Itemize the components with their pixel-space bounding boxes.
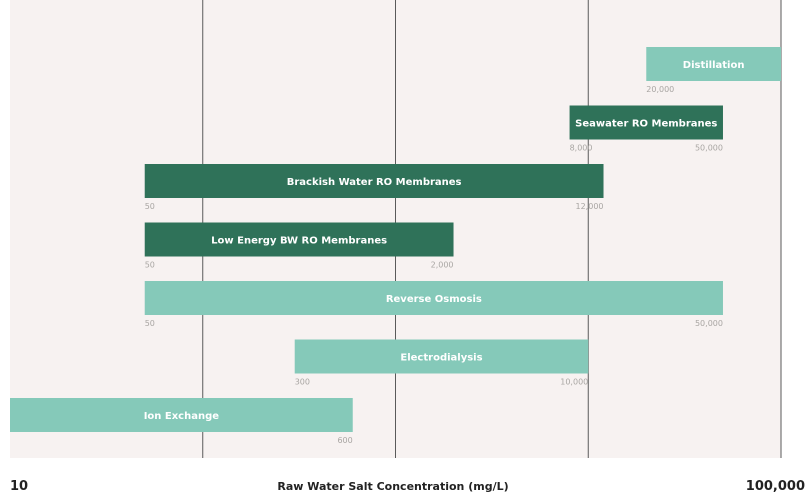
bar-label: Low Energy BW RO Membranes [211, 236, 387, 247]
range-start-label: 300 [295, 378, 310, 387]
range-end-label: 600 [337, 436, 352, 445]
bar-low-energy-bw-ro-membranes [144, 222, 454, 257]
bar-label: Electrodialysis [400, 353, 482, 364]
bar-reverse-osmosis [144, 281, 723, 315]
range-start-label: 50 [145, 319, 155, 328]
range-start-label: 50 [145, 202, 155, 211]
bar-label: Ion Exchange [144, 411, 220, 422]
bar-brackish-water-ro-membranes [144, 164, 604, 198]
bars [10, 47, 781, 432]
range-end-label: 2,000 [431, 261, 454, 270]
range-start-label: 20,000 [646, 85, 674, 94]
bar-label: Seawater RO Membranes [575, 119, 717, 130]
bar-seawater-ro-membranes [569, 105, 723, 140]
range-end-label: 12,000 [576, 202, 604, 211]
bar-ion-exchange [10, 398, 353, 432]
x-axis-max-label: 100,000 [746, 479, 805, 494]
range-end-label: 50,000 [695, 319, 723, 328]
bar-distillation [646, 47, 781, 81]
range-start-label: 8,000 [570, 144, 593, 153]
bar-electrodialysis [294, 339, 589, 374]
bar-label: Reverse Osmosis [386, 294, 482, 305]
bar-label: Brackish Water RO Membranes [287, 177, 462, 188]
range-start-label: 50 [145, 261, 155, 270]
range-end-label: 10,000 [560, 378, 588, 387]
bar-label: Distillation [683, 60, 745, 71]
bar-labels: Distillation 20,000 Seawater RO Membranes 8… [144, 60, 745, 445]
x-axis-title: Raw Water Salt Concentration (mg/L) [277, 480, 508, 493]
range-end-label: 50,000 [695, 144, 723, 153]
x-axis-min-label: 10 [10, 479, 28, 494]
